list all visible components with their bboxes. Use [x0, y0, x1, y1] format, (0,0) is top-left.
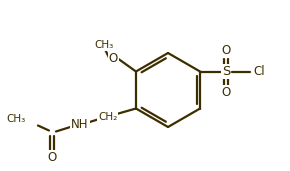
Text: S: S: [222, 65, 230, 78]
Text: Cl: Cl: [253, 65, 265, 78]
Text: O: O: [47, 151, 57, 164]
Text: O: O: [222, 86, 231, 99]
Text: CH₃: CH₃: [7, 114, 26, 123]
Text: O: O: [109, 52, 118, 65]
Text: NH: NH: [71, 118, 89, 131]
Text: CH₃: CH₃: [95, 41, 114, 50]
Text: CH₂: CH₂: [98, 111, 117, 122]
Text: O: O: [222, 44, 231, 57]
